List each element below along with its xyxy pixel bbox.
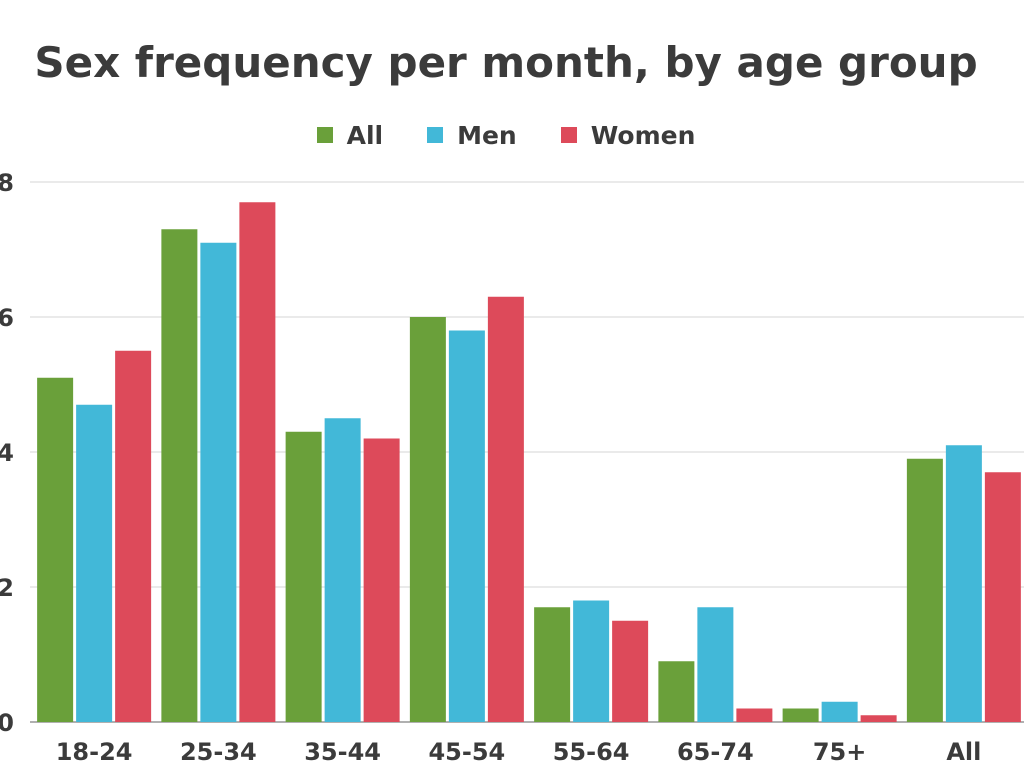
y-tick-label: 6 (0, 304, 14, 332)
bar-women-All (984, 472, 1021, 722)
x-tick-label: 18-24 (56, 738, 133, 766)
x-tick-label: 55-64 (553, 738, 630, 766)
x-tick-label: 45-54 (428, 738, 505, 766)
bar-men-65-74 (697, 607, 734, 722)
legend: All Men Women (0, 118, 1012, 152)
bar-all-All (906, 458, 943, 722)
bar-all-25-34 (161, 229, 198, 722)
x-tick-label: 65-74 (677, 738, 754, 766)
bar-women-55-64 (612, 620, 649, 722)
legend-swatch-all (316, 127, 333, 143)
legend-label-all: All (346, 120, 384, 150)
legend-label-women: Women (590, 120, 696, 150)
bar-men-18-24 (76, 404, 113, 722)
bar-women-65-74 (736, 708, 773, 722)
legend-entry-all: All (316, 120, 384, 150)
y-tick-label: 0 (0, 709, 14, 737)
bar-men-75+ (821, 701, 858, 722)
x-tick-label: 25-34 (180, 738, 257, 766)
bar-women-25-34 (239, 202, 276, 722)
bar-women-45-54 (487, 296, 524, 722)
legend-entry-women: Women (560, 120, 696, 150)
bar-men-45-54 (448, 330, 485, 722)
x-tick-label: 75+ (813, 738, 867, 766)
bar-all-55-64 (534, 607, 571, 722)
bar-all-65-74 (658, 661, 695, 722)
bar-men-All (945, 445, 982, 722)
bar-all-75+ (782, 708, 819, 722)
y-tick-label: 2 (0, 574, 14, 602)
x-tick-label: 35-44 (304, 738, 381, 766)
y-tick-label: 4 (0, 439, 14, 467)
bar-men-35-44 (324, 418, 361, 722)
bar-women-75+ (860, 715, 897, 722)
legend-entry-men: Men (427, 121, 517, 150)
chart-title: Sex frequency per month, by age group (34, 38, 978, 87)
legend-swatch-women (560, 127, 577, 143)
bar-all-18-24 (37, 377, 74, 722)
x-tick-label: All (946, 738, 981, 766)
bar-women-35-44 (363, 438, 400, 722)
bar-all-45-54 (409, 317, 446, 722)
y-tick-label: 8 (0, 169, 14, 197)
legend-swatch-men (427, 127, 444, 143)
bar-women-18-24 (115, 350, 152, 722)
legend-label-men: Men (457, 120, 517, 150)
bar-all-35-44 (285, 431, 322, 722)
bar-men-55-64 (573, 600, 610, 722)
bar-men-25-34 (200, 242, 237, 722)
